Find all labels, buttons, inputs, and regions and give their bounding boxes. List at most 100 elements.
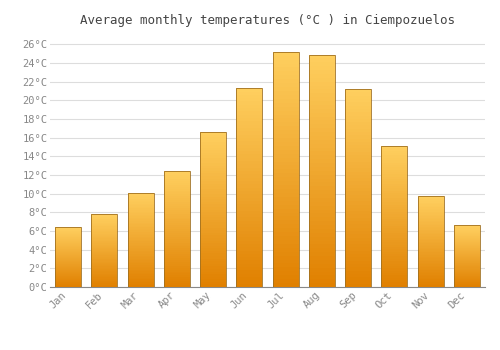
Bar	[236, 260, 262, 264]
Bar	[128, 238, 154, 240]
Bar	[454, 271, 480, 272]
Bar	[418, 222, 444, 224]
Bar	[272, 146, 298, 150]
Bar	[454, 250, 480, 251]
Bar	[92, 258, 118, 259]
Bar	[164, 245, 190, 246]
Bar	[309, 105, 335, 109]
Bar	[55, 264, 81, 265]
Bar	[272, 99, 298, 103]
Bar	[272, 181, 298, 185]
Bar	[128, 254, 154, 256]
Bar	[200, 261, 226, 264]
Bar	[272, 256, 298, 260]
Bar	[272, 271, 298, 275]
Bar	[164, 200, 190, 202]
Bar	[200, 150, 226, 153]
Bar	[382, 167, 407, 169]
Bar	[200, 171, 226, 173]
Bar	[454, 240, 480, 241]
Bar	[418, 199, 444, 201]
Bar	[454, 233, 480, 235]
Bar	[418, 252, 444, 254]
Bar	[55, 266, 81, 267]
Bar	[128, 262, 154, 264]
Bar	[418, 257, 444, 258]
Bar	[272, 64, 298, 68]
Bar	[200, 163, 226, 166]
Bar	[418, 266, 444, 267]
Bar	[345, 224, 371, 228]
Bar	[128, 216, 154, 218]
Bar	[92, 256, 118, 257]
Bar	[309, 194, 335, 198]
Bar	[55, 285, 81, 286]
Bar	[309, 206, 335, 210]
Bar	[200, 132, 226, 135]
Bar	[418, 269, 444, 271]
Bar	[272, 166, 298, 169]
Bar	[454, 245, 480, 246]
Bar	[92, 277, 118, 279]
Bar	[128, 193, 154, 287]
Bar	[272, 71, 298, 75]
Bar	[418, 213, 444, 215]
Bar	[345, 178, 371, 181]
Bar	[128, 252, 154, 254]
Bar	[92, 223, 118, 224]
Bar	[345, 119, 371, 122]
Bar	[92, 271, 118, 272]
Bar	[164, 256, 190, 258]
Bar	[164, 233, 190, 235]
Bar	[454, 283, 480, 284]
Bar	[200, 248, 226, 251]
Bar	[236, 131, 262, 135]
Bar	[309, 244, 335, 248]
Bar	[55, 253, 81, 254]
Bar	[345, 152, 371, 155]
Bar	[164, 202, 190, 204]
Bar	[200, 186, 226, 189]
Bar	[309, 109, 335, 113]
Bar	[92, 285, 118, 286]
Bar	[128, 276, 154, 278]
Bar	[128, 286, 154, 287]
Bar	[128, 229, 154, 230]
Bar	[345, 162, 371, 165]
Bar	[309, 237, 335, 240]
Bar	[345, 204, 371, 208]
Bar	[92, 240, 118, 241]
Bar	[454, 225, 480, 226]
Bar	[200, 132, 226, 287]
Bar	[92, 259, 118, 260]
Bar	[272, 275, 298, 279]
Bar	[236, 214, 262, 217]
Bar	[309, 248, 335, 252]
Bar	[92, 229, 118, 230]
Bar	[236, 254, 262, 257]
Bar	[454, 232, 480, 233]
Bar	[164, 235, 190, 237]
Bar	[309, 62, 335, 66]
Bar	[454, 244, 480, 245]
Bar	[382, 278, 407, 280]
Bar	[454, 272, 480, 273]
Bar	[55, 280, 81, 281]
Bar	[236, 271, 262, 274]
Bar	[272, 60, 298, 64]
Bar	[382, 177, 407, 179]
Bar	[92, 269, 118, 270]
Bar	[200, 173, 226, 176]
Bar	[309, 82, 335, 86]
Bar	[382, 160, 407, 162]
Bar	[418, 263, 444, 264]
Bar	[418, 230, 444, 231]
Bar	[55, 283, 81, 284]
Bar	[418, 227, 444, 228]
Bar	[236, 108, 262, 111]
Bar	[309, 175, 335, 178]
Bar	[418, 209, 444, 210]
Bar	[128, 284, 154, 286]
Bar	[345, 231, 371, 234]
Bar	[164, 272, 190, 273]
